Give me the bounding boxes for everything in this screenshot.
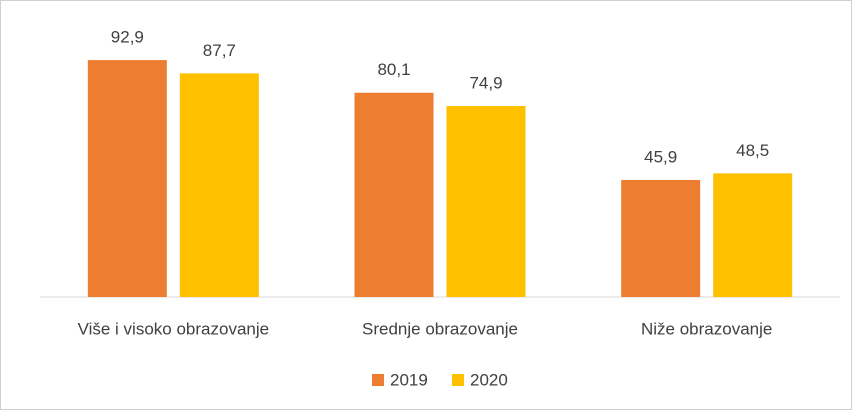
data-label: 87,7 <box>203 41 236 60</box>
legend-label: 2019 <box>390 370 428 389</box>
bar <box>179 73 259 298</box>
legend-swatch <box>452 374 464 386</box>
legend-label: 2020 <box>470 370 508 389</box>
x-tick-label: Srednje obrazovanje <box>362 319 518 338</box>
bar <box>354 92 434 298</box>
bar <box>87 60 167 298</box>
bar <box>713 173 793 297</box>
bar <box>621 179 701 297</box>
x-tick-label: Niže obrazovanje <box>641 319 772 338</box>
data-label: 45,9 <box>644 147 677 166</box>
legend-swatch <box>372 374 384 386</box>
data-label: 48,5 <box>736 141 769 160</box>
data-label: 74,9 <box>469 73 502 92</box>
bar <box>446 106 526 297</box>
data-label: 80,1 <box>377 60 410 79</box>
data-label: 92,9 <box>111 28 144 47</box>
x-tick-label: Više i visoko obrazovanje <box>78 319 270 338</box>
